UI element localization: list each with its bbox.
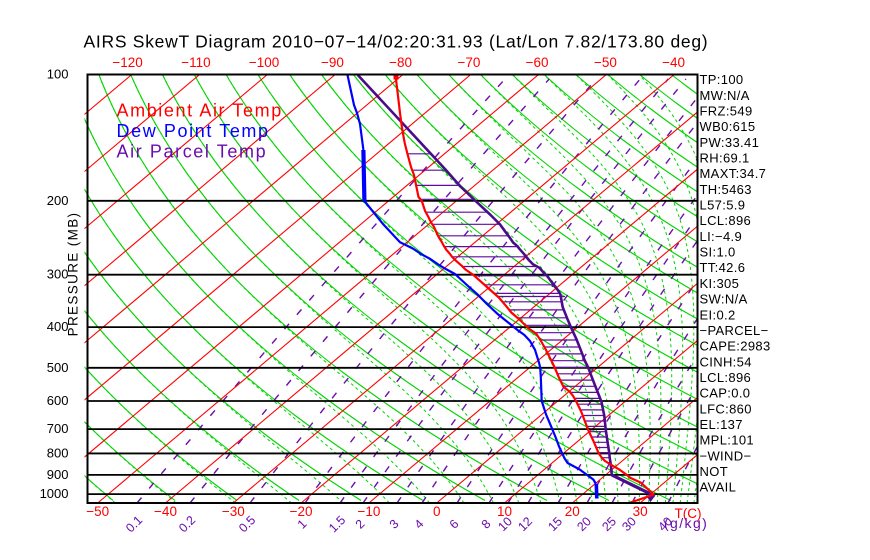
svg-text:TP:100: TP:100 <box>700 72 744 87</box>
svg-text:1000: 1000 <box>40 486 69 501</box>
svg-text:−80: −80 <box>389 55 412 70</box>
svg-text:TT:42.6: TT:42.6 <box>700 260 746 275</box>
svg-text:LFC:860: LFC:860 <box>700 401 752 416</box>
svg-text:CINH:54: CINH:54 <box>700 354 752 369</box>
svg-text:CAPE:2983: CAPE:2983 <box>700 339 771 354</box>
svg-text:800: 800 <box>47 445 69 460</box>
svg-text:100: 100 <box>47 67 69 82</box>
svg-text:200: 200 <box>47 193 69 208</box>
svg-text:6: 6 <box>447 517 462 532</box>
svg-text:−60: −60 <box>526 55 549 70</box>
svg-text:MPL:101: MPL:101 <box>700 433 754 448</box>
svg-text:−50: −50 <box>86 504 109 519</box>
svg-text:900: 900 <box>47 467 69 482</box>
svg-text:20: 20 <box>565 504 580 519</box>
svg-text:PW:33.41: PW:33.41 <box>700 135 760 150</box>
svg-text:10: 10 <box>497 504 512 519</box>
svg-text:SW:N/A: SW:N/A <box>700 292 748 307</box>
svg-text:KI:305: KI:305 <box>700 276 740 291</box>
svg-text:15: 15 <box>545 514 565 534</box>
svg-text:−40: −40 <box>154 504 177 519</box>
svg-text:EI:0.2: EI:0.2 <box>700 307 736 322</box>
svg-text:30: 30 <box>633 504 648 519</box>
svg-text:WB0:615: WB0:615 <box>700 119 756 134</box>
svg-text:4: 4 <box>412 517 427 532</box>
svg-text:FRZ:549: FRZ:549 <box>700 104 753 119</box>
svg-text:Dew Point Temp: Dew Point Temp <box>117 121 270 141</box>
svg-text:1.5: 1.5 <box>326 513 348 535</box>
svg-text:3: 3 <box>387 517 402 532</box>
svg-text:0.1: 0.1 <box>123 513 145 535</box>
svg-text:MW:N/A: MW:N/A <box>700 88 750 103</box>
svg-text:−70: −70 <box>457 55 480 70</box>
svg-text:Ambient Air Temp: Ambient Air Temp <box>117 101 283 121</box>
svg-text:L57:5.9: L57:5.9 <box>700 198 746 213</box>
svg-text:NOT: NOT <box>700 464 729 479</box>
svg-text:8: 8 <box>479 517 494 532</box>
svg-text:0.2: 0.2 <box>176 513 198 535</box>
svg-text:T(C): T(C) <box>675 506 702 521</box>
svg-text:LCL:896: LCL:896 <box>700 370 752 385</box>
svg-text:12: 12 <box>515 514 535 534</box>
svg-text:AVAIL: AVAIL <box>700 480 737 495</box>
svg-text:500: 500 <box>47 360 69 375</box>
svg-text:0: 0 <box>433 504 441 519</box>
svg-text:25: 25 <box>599 514 619 534</box>
svg-text:AIRS SkewT Diagram 2010−07−14/: AIRS SkewT Diagram 2010−07−14/02:20:31.9… <box>84 32 709 52</box>
svg-text:−10: −10 <box>357 504 380 519</box>
svg-text:LCL:896: LCL:896 <box>700 213 752 228</box>
svg-text:700: 700 <box>47 421 69 436</box>
svg-text:−PARCEL−: −PARCEL− <box>700 323 769 338</box>
svg-text:−100: −100 <box>249 55 279 70</box>
svg-text:−50: −50 <box>594 55 617 70</box>
svg-text:Air Parcel Temp: Air Parcel Temp <box>117 142 268 162</box>
svg-text:−110: −110 <box>181 55 210 70</box>
svg-text:−30: −30 <box>222 504 245 519</box>
svg-text:−90: −90 <box>321 55 344 70</box>
svg-text:PRESSURE (MB): PRESSURE (MB) <box>66 212 81 337</box>
svg-text:−20: −20 <box>290 504 313 519</box>
svg-text:(g/kg): (g/kg) <box>664 515 708 531</box>
svg-text:−WIND−: −WIND− <box>700 448 752 463</box>
svg-text:−40: −40 <box>662 55 685 70</box>
svg-text:600: 600 <box>47 393 69 408</box>
svg-text:RH:69.1: RH:69.1 <box>700 151 750 166</box>
svg-text:LI:−4.9: LI:−4.9 <box>700 229 743 244</box>
svg-text:EL:137: EL:137 <box>700 417 743 432</box>
svg-text:400: 400 <box>47 319 69 334</box>
svg-text:300: 300 <box>47 267 69 282</box>
svg-text:MAXT:34.7: MAXT:34.7 <box>700 166 767 181</box>
svg-text:CAP:0.0: CAP:0.0 <box>700 386 751 401</box>
svg-text:TH:5463: TH:5463 <box>700 182 752 197</box>
svg-text:SI:1.0: SI:1.0 <box>700 245 736 260</box>
svg-text:−120: −120 <box>112 55 142 70</box>
